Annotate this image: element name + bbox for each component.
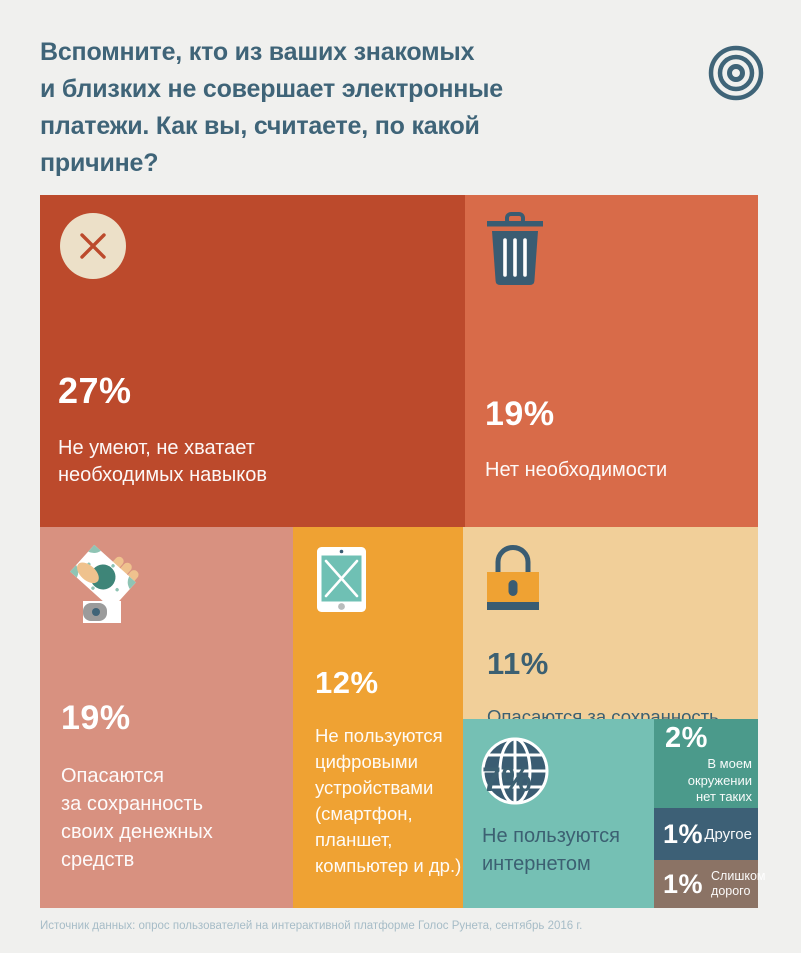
percent-value: 1% bbox=[663, 818, 704, 849]
percent-label: Не умеют, не хватает необходимых навыков bbox=[58, 437, 267, 486]
trash-icon bbox=[487, 212, 543, 292]
block-money-safety: 19% Опасаются за сохранность своих денеж… bbox=[40, 527, 293, 908]
block-caption: 19% Опасаются за сохранность своих денеж… bbox=[61, 681, 213, 892]
block-no-need: 19% Нет необходимости bbox=[465, 195, 758, 527]
percent-label: Другое bbox=[704, 825, 752, 843]
page-title: Вспомните, кто из ваших знакомых и близк… bbox=[40, 38, 503, 177]
percent-value: 1% bbox=[663, 868, 704, 899]
tablet-icon bbox=[317, 547, 366, 617]
percent-label: Слишком дорого bbox=[711, 869, 766, 898]
money-hand-icon bbox=[58, 540, 148, 637]
x-circle-icon bbox=[60, 213, 126, 279]
percent-value: 11% bbox=[487, 646, 549, 681]
percent-value: 12% bbox=[315, 665, 379, 700]
percent-label: Не пользуются интернетом bbox=[482, 825, 620, 875]
block-caption: 27% Не умеют, не хватает необходимых нав… bbox=[58, 352, 267, 507]
block-no-such-people: 2% В моем окружении нет таких людей bbox=[654, 719, 758, 821]
block-caption: 19% Нет необходимости bbox=[485, 377, 667, 502]
percent-value: 7% bbox=[482, 761, 533, 799]
block-caption: 12% Не пользуются цифровыми устройствами… bbox=[315, 647, 461, 897]
block-no-devices: 12% Не пользуются цифровыми устройствами… bbox=[293, 527, 463, 908]
block-no-internet: 7% Не пользуются интернетом bbox=[463, 719, 654, 908]
block-skills: 27% Не умеют, не хватает необходимых нав… bbox=[40, 195, 465, 527]
source-note: Источник данных: опрос пользователей на … bbox=[40, 920, 583, 932]
percent-value: 27% bbox=[58, 370, 132, 411]
percent-value: 19% bbox=[485, 395, 555, 433]
block-other: 1% Другое bbox=[654, 808, 758, 860]
lock-icon bbox=[487, 542, 734, 619]
percent-label: Нет необходимости bbox=[485, 459, 668, 481]
percent-value: 19% bbox=[61, 699, 131, 737]
target-icon bbox=[707, 44, 765, 102]
globe-icon bbox=[480, 736, 550, 811]
percent-label: Опасаются за сохранность своих денежных … bbox=[61, 765, 213, 871]
block-too-expensive: 1% Слишком дорого bbox=[654, 860, 766, 908]
percent-label: Не пользуются цифровыми устройствами (см… bbox=[315, 725, 462, 876]
block-personal-data: 11% Опасаются за сохранность своих персо… bbox=[463, 527, 758, 777]
block-caption: 7% Не пользуются интернетом bbox=[482, 743, 620, 896]
percent-value: 2% bbox=[665, 722, 708, 754]
